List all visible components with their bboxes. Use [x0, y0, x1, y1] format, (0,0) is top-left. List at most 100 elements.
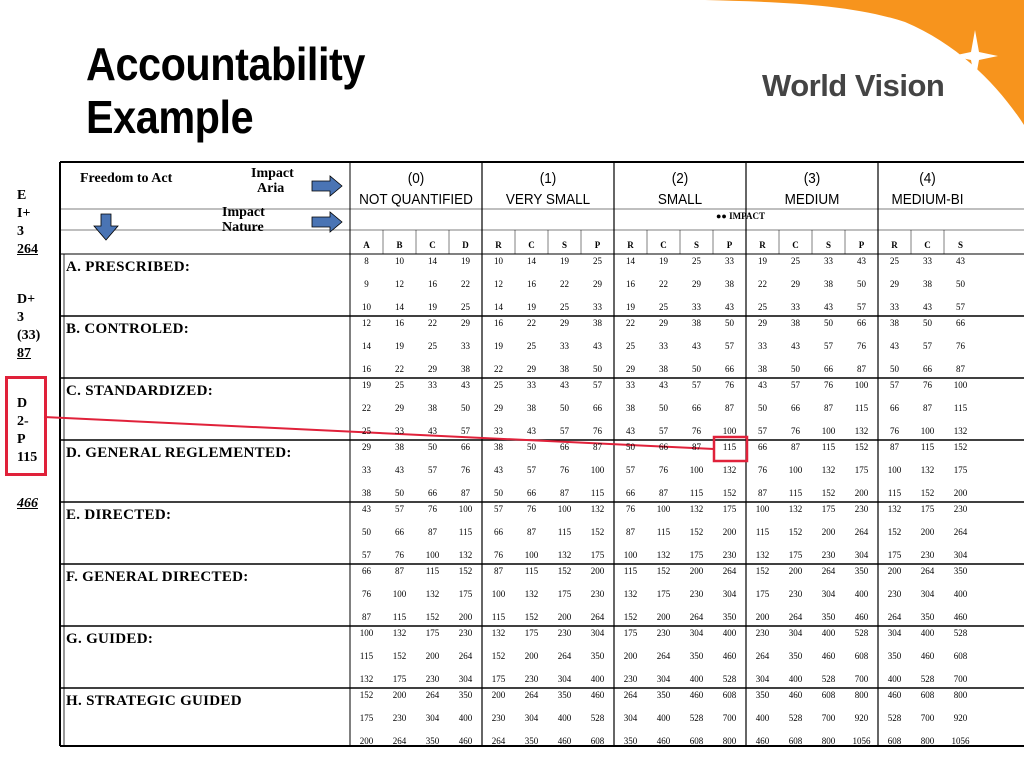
table-cell: 175 — [821, 504, 836, 514]
table-cell: 43 — [956, 256, 965, 266]
table-cell: 200 — [755, 612, 770, 622]
table-cell: 43 — [890, 341, 899, 351]
table-cell: 152 — [392, 651, 407, 661]
table-cell: 50 — [956, 279, 965, 289]
table-cell: 76 — [626, 504, 635, 514]
table-cell: 400 — [755, 713, 770, 723]
table-cell: 132 — [392, 628, 407, 638]
table-cell: 76 — [956, 341, 965, 351]
row-label: F. GENERAL DIRECTED: — [66, 569, 249, 585]
table-cell: 460 — [821, 651, 836, 661]
impact-group-name: NOT QUANTIFIED — [359, 191, 473, 208]
table-cell: 25 — [494, 380, 503, 390]
column-header: S — [561, 240, 567, 250]
table-cell: 66 — [362, 566, 371, 576]
table-cell: 25 — [593, 256, 602, 266]
table-cell: 29 — [758, 318, 767, 328]
table-cell: 304 — [953, 550, 968, 560]
table-cell: 608 — [854, 651, 869, 661]
column-header: R — [891, 240, 898, 250]
table-cell: 230 — [689, 589, 704, 599]
table-cell: 175 — [788, 550, 803, 560]
table-cell: 200 — [359, 736, 374, 746]
table-cell: 66 — [692, 403, 701, 413]
table-cell: 16 — [428, 279, 437, 289]
table-cell: 175 — [953, 465, 968, 475]
table-cell: 50 — [494, 488, 503, 498]
table-cell: 115 — [821, 442, 836, 452]
table-cell: 66 — [857, 318, 866, 328]
table-cell: 230 — [425, 674, 440, 684]
table-cell: 175 — [755, 589, 770, 599]
table-cell: 33 — [527, 380, 536, 390]
table-cell: 57 — [626, 465, 635, 475]
table-cell: 76 — [824, 380, 833, 390]
column-header: C — [429, 240, 436, 250]
table-cell: 14 — [527, 256, 536, 266]
table-cell: 460 — [590, 690, 605, 700]
table-cell: 57 — [593, 380, 602, 390]
column-header: P — [858, 240, 865, 250]
table-cell: 57 — [527, 465, 536, 475]
table-cell: 115 — [920, 442, 935, 452]
table-cell: 460 — [722, 651, 737, 661]
table-cell: 33 — [725, 256, 734, 266]
table-cell: 132 — [821, 465, 836, 475]
table-cell: 10 — [494, 256, 503, 266]
table-cell: 175 — [392, 674, 407, 684]
table-cell: 132 — [491, 628, 506, 638]
table-cell: 25 — [461, 302, 470, 312]
table-cell: 66 — [956, 318, 965, 328]
table-cell: 350 — [656, 690, 671, 700]
table-cell: 38 — [824, 279, 833, 289]
table-cell: 100 — [788, 465, 803, 475]
table-cell: 43 — [692, 341, 701, 351]
table-cell: 400 — [557, 713, 572, 723]
table-cell: 38 — [626, 403, 635, 413]
table-cell: 132 — [722, 465, 737, 475]
table-cell: 33 — [362, 465, 371, 475]
table-cell: 115 — [524, 566, 539, 576]
table-cell: 33 — [659, 341, 668, 351]
table-cell: 100 — [425, 550, 440, 560]
table-cell: 115 — [392, 612, 407, 622]
table-cell: 50 — [791, 364, 800, 374]
table-cell: 22 — [758, 279, 767, 289]
table-cell: 14 — [428, 256, 437, 266]
table-cell: 175 — [920, 504, 935, 514]
table-cell: 22 — [395, 364, 404, 374]
table-cell: 115 — [557, 527, 572, 537]
table-cell: 152 — [788, 527, 803, 537]
table-cell: 50 — [527, 442, 536, 452]
table-cell: 25 — [362, 426, 371, 436]
table-cell: 115 — [458, 527, 473, 537]
table-cell: 50 — [758, 403, 767, 413]
slide-title: Accountability Example — [86, 38, 365, 145]
row-label: B. CONTROLED: — [66, 321, 190, 337]
table-cell: 304 — [788, 628, 803, 638]
table-cell: 350 — [590, 651, 605, 661]
table-cell: 25 — [395, 380, 404, 390]
table-cell: 230 — [953, 504, 968, 514]
table-cell: 87 — [923, 403, 932, 413]
table-cell: 264 — [722, 566, 737, 576]
table-cell: 115 — [854, 403, 869, 413]
table-cell: 100 — [590, 465, 605, 475]
table-cell: 304 — [590, 628, 605, 638]
table-cell: 87 — [626, 527, 635, 537]
table-cell: 100 — [557, 504, 572, 514]
table-cell: 115 — [755, 527, 770, 537]
table-cell: 230 — [821, 550, 836, 560]
impact-nature-label: Impact Nature — [222, 205, 265, 235]
table-cell: 200 — [458, 612, 473, 622]
table-cell: 132 — [458, 550, 473, 560]
table-cell: 76 — [857, 341, 866, 351]
table-cell: 115 — [656, 527, 671, 537]
table-cell: 29 — [428, 364, 437, 374]
table-cell: 76 — [593, 426, 602, 436]
table-cell: 132 — [557, 550, 572, 560]
column-header: P — [726, 240, 733, 250]
table-cell: 460 — [557, 736, 572, 746]
table-cell: 22 — [560, 279, 569, 289]
table-cell: 12 — [395, 279, 404, 289]
